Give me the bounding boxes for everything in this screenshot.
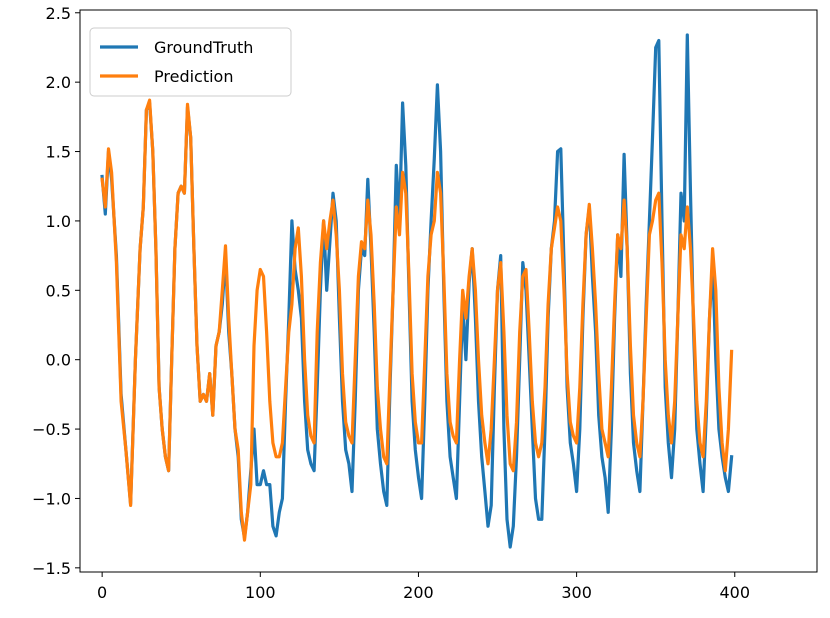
y-tick-label: 2.5: [46, 4, 71, 23]
legend: GroundTruth Prediction: [89, 27, 292, 97]
legend-label-groundtruth: GroundTruth: [154, 38, 253, 57]
y-tick-label: −1.0: [32, 489, 71, 508]
x-axis: 0 100 200 300 400: [97, 572, 750, 602]
y-tick-label: 1.0: [46, 212, 71, 231]
y-tick-label: 0.0: [46, 351, 71, 370]
legend-box: [89, 27, 292, 97]
y-tick-label: −0.5: [32, 420, 71, 439]
axes-frame: [79, 9, 818, 573]
y-tick-label: −1.5: [32, 559, 71, 578]
series-layer: [100, 33, 734, 549]
plot-area: [79, 9, 818, 573]
legend-label-prediction: Prediction: [154, 67, 233, 86]
y-tick-label: 1.5: [46, 143, 71, 162]
x-tick-label: 0: [97, 583, 107, 602]
x-tick-label: 100: [245, 583, 276, 602]
x-tick-label: 400: [719, 583, 750, 602]
x-tick-label: 200: [403, 583, 434, 602]
y-tick-label: 0.5: [46, 281, 71, 300]
y-axis: −1.5 −1.0 −0.5 0.0 0.5 1.0 1.5 2.0 2.5: [32, 4, 80, 578]
y-tick-label: 2.0: [46, 73, 71, 92]
x-tick-label: 300: [561, 583, 592, 602]
series-line-prediction: [100, 98, 734, 542]
